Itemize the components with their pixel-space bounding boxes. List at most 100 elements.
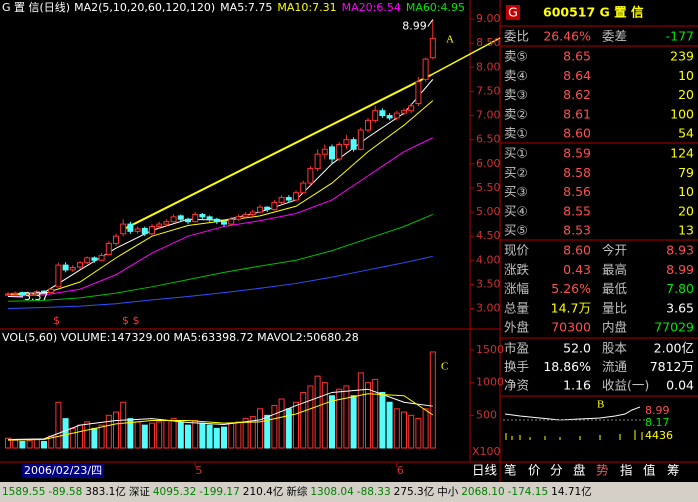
candle-body <box>314 153 321 170</box>
volume-bar <box>221 426 227 449</box>
event-marker: $ $ <box>122 314 140 327</box>
quote-cell: 14.7万 <box>551 300 591 315</box>
note-a: A <box>446 34 454 46</box>
status-item: -89.58 <box>48 486 82 498</box>
volume-bar <box>357 372 364 449</box>
volume-bar <box>278 398 285 449</box>
quote-cell: 8.99 <box>666 262 694 277</box>
quote-cell: 涨跌 <box>504 262 530 277</box>
tab[interactable]: 值 <box>643 463 656 478</box>
status-item: -199.17 <box>199 486 240 498</box>
volume-bar <box>300 391 307 449</box>
volume-bar <box>314 375 321 449</box>
candle-body <box>365 119 371 131</box>
candle-body <box>271 201 278 211</box>
y-tick-label: 8.50 <box>476 36 501 49</box>
tab[interactable]: 笔 <box>504 463 517 478</box>
tab[interactable]: 指 <box>620 463 633 478</box>
volume-bar <box>206 424 213 449</box>
candle-body <box>228 218 235 225</box>
book-label: 卖④ <box>504 68 528 83</box>
volume-bar <box>120 401 127 449</box>
volume-bar <box>105 414 112 449</box>
volume-bar <box>249 416 256 449</box>
volume-bar <box>55 401 62 449</box>
status-bar <box>0 482 698 502</box>
candle-body <box>242 213 249 218</box>
note-c: C <box>441 361 448 373</box>
quote-cell: 0.43 <box>563 262 591 277</box>
candle-body <box>41 290 47 294</box>
candle-body <box>156 223 163 228</box>
volume-bar <box>271 405 278 449</box>
candle-body <box>177 215 184 220</box>
candle-body <box>278 197 285 203</box>
volume-bar <box>242 418 249 449</box>
tab[interactable]: 日线 <box>472 463 498 478</box>
book-volume: 54 <box>678 126 694 141</box>
book-price: 8.55 <box>563 203 591 218</box>
volume-bar <box>213 427 220 449</box>
status-item: -174.15 <box>508 486 549 498</box>
candle-body <box>62 264 69 271</box>
volume-bar <box>379 391 386 449</box>
low-label: 3.37 <box>24 290 49 303</box>
candle-body <box>408 105 415 112</box>
tab[interactable]: 势 <box>596 463 609 478</box>
volume-bar <box>307 385 314 449</box>
candle-body <box>98 254 105 261</box>
book-price: 8.61 <box>563 106 591 121</box>
status-item: 14.71亿 <box>551 485 592 498</box>
volume-bar <box>134 421 141 449</box>
candle-body <box>170 216 177 223</box>
book-price: 8.65 <box>563 49 591 64</box>
quote-cell: 涨幅 <box>504 281 529 296</box>
quote-cell: 77029 <box>654 320 694 335</box>
candle-body <box>336 143 343 160</box>
book-volume: 79 <box>678 165 694 180</box>
book-label: 卖① <box>504 126 528 141</box>
candle-body <box>257 206 263 213</box>
quote-cell: 7.80 <box>666 281 694 296</box>
y-tick-label: 1500 <box>476 343 504 356</box>
month-label: 6 <box>397 464 404 477</box>
tab[interactable]: 价 <box>528 463 541 478</box>
mini-volume <box>505 430 643 440</box>
quote-cell: 5.26% <box>551 281 591 296</box>
mini-volume: 4436 <box>645 429 673 442</box>
tab[interactable]: 筹 <box>667 463 680 478</box>
quote-cell: 2.00亿 <box>654 341 694 356</box>
status-item: 4095.32 <box>153 486 196 498</box>
unit-label: X100 <box>472 445 501 458</box>
book-volume: 124 <box>670 146 694 161</box>
note-b: B <box>597 399 604 411</box>
event-marker: $ <box>53 314 60 327</box>
quote-cell: 净资 <box>504 378 529 393</box>
candle-body <box>393 112 400 119</box>
quote-cell: 委差 <box>602 29 627 44</box>
mini-low: 8.17 <box>645 416 670 429</box>
book-label: 卖⑤ <box>504 49 528 64</box>
volume-bar <box>393 408 400 449</box>
volume-bar <box>163 420 170 449</box>
y-tick-label: 4.00 <box>476 253 501 266</box>
volume-bar <box>386 401 393 449</box>
tab[interactable]: 盘 <box>573 463 586 478</box>
status-item: 275.3亿 <box>394 485 435 498</box>
quote-cell: -177 <box>666 29 694 44</box>
volume-bar <box>156 421 163 449</box>
volume-bar <box>12 439 19 449</box>
volume-bar <box>62 418 69 449</box>
tab[interactable]: 分 <box>550 463 563 478</box>
y-tick-label: 1000 <box>476 376 504 389</box>
candle-body <box>185 218 191 223</box>
month-label: 5 <box>195 464 202 477</box>
y-tick-label: 8.00 <box>476 60 501 73</box>
quote-cell: 7812万 <box>650 359 694 374</box>
volume-bar <box>141 424 148 449</box>
header-item: MA20:6.54 <box>342 1 401 14</box>
candle-body <box>221 221 227 225</box>
status-item: 中小 <box>437 485 458 498</box>
book-price: 8.59 <box>563 146 591 161</box>
